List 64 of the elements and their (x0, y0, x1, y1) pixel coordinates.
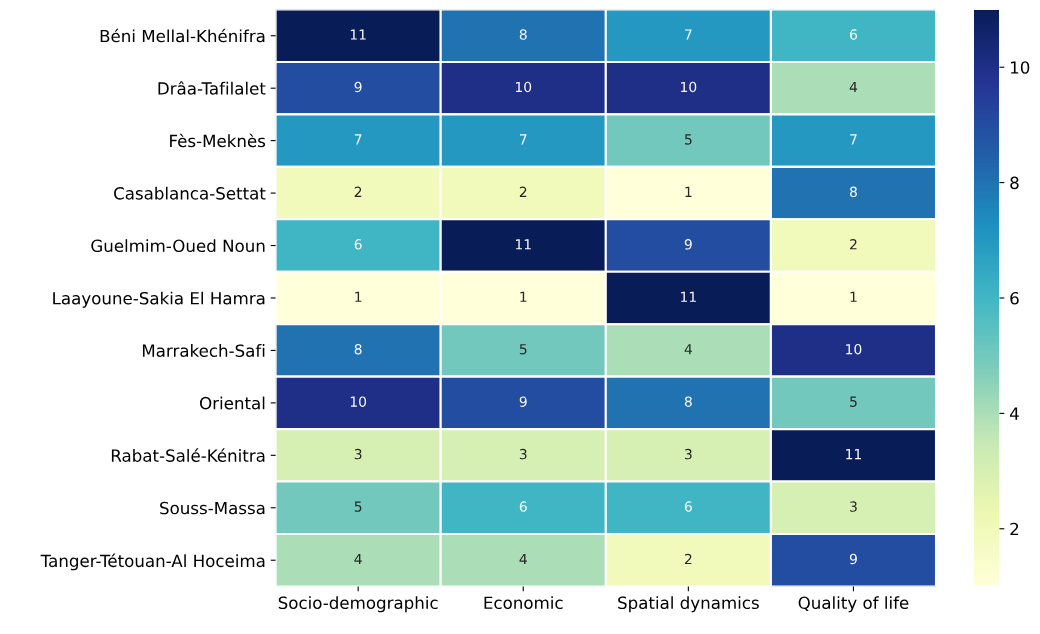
data-label: 10 (515, 81, 532, 93)
data-label: 9 (354, 81, 362, 93)
data-label: 10 (681, 81, 697, 93)
data-label: 9 (519, 396, 527, 407)
data-label: 10 (846, 343, 862, 355)
data-label: 2 (850, 239, 857, 250)
data-label: 3 (354, 448, 362, 460)
data-label: 5 (685, 134, 692, 145)
y-tick-label: Souss-Massa (160, 501, 265, 515)
data-label: 6 (684, 501, 692, 512)
data-label: 4 (849, 81, 858, 93)
x-tick-label: Spatial dynamics (618, 596, 759, 613)
data-label: 7 (519, 134, 527, 145)
x-tick-label: Quality of life (798, 596, 909, 613)
data-label: 8 (849, 186, 857, 198)
y-tick-label: Casablanca-Settat (114, 186, 266, 200)
data-label: 3 (850, 501, 857, 512)
data-label: 1 (355, 291, 362, 302)
data-label: 4 (354, 553, 362, 565)
data-label: 10 (350, 396, 367, 407)
y-tick-label: Laayoune-Sakia El Hamra (53, 291, 265, 308)
data-label: 6 (354, 239, 362, 250)
data-label: 7 (354, 134, 362, 145)
data-label: 11 (846, 449, 861, 460)
data-label: 5 (519, 344, 527, 355)
data-label: 5 (850, 396, 857, 407)
data-label: 8 (354, 343, 362, 355)
data-label: 2 (354, 186, 362, 197)
data-label: 11 (681, 291, 696, 302)
data-label: 1 (850, 291, 857, 302)
y-tick-label: Rabat-Salé-Kénitra (111, 448, 265, 462)
color-bar-label: 4 (1009, 407, 1019, 420)
data-label: 2 (684, 553, 692, 565)
data-label: 11 (515, 239, 531, 250)
data-label: 7 (685, 29, 692, 40)
data-label: 8 (684, 396, 692, 407)
data-label: 1 (520, 291, 527, 302)
y-tick-label: Tanger-Tétouan-Al Hoceima (40, 553, 265, 571)
data-label: 4 (519, 553, 527, 565)
data-label: 6 (519, 501, 527, 512)
data-label: 3 (519, 448, 527, 460)
data-label: 8 (519, 29, 527, 40)
y-tick-label: Guelmim-Oued Noun (91, 239, 265, 253)
data-label: 5 (354, 501, 362, 512)
y-tick-label: Drâa-Tafilalet (158, 81, 266, 95)
color-bar-label: 8 (1010, 176, 1019, 190)
data-label: 4 (684, 344, 692, 355)
color-bar-label: 6 (1010, 291, 1019, 305)
y-tick-label: Oriental (200, 396, 265, 410)
color-bar-label: 2 (1010, 522, 1019, 536)
y-tick-label: Marrakech-Safi (142, 344, 265, 357)
color-bar-label: 10 (1010, 61, 1030, 74)
data-label: 1 (685, 186, 692, 197)
data-label: 11 (350, 29, 366, 40)
data-label: 6 (850, 29, 857, 40)
data-label: 3 (684, 448, 692, 460)
x-tick-label: Economic (484, 596, 563, 610)
data-label: 2 (519, 186, 527, 197)
y-tick-label: Fès-Meknès (170, 133, 266, 148)
data-label: 9 (849, 553, 857, 565)
data-label: 7 (850, 134, 857, 145)
y-tick-label: Béni Mellal-Khénifra (100, 28, 265, 43)
data-label: 9 (684, 239, 692, 250)
x-tick-label: Socio-demographic (278, 596, 438, 613)
